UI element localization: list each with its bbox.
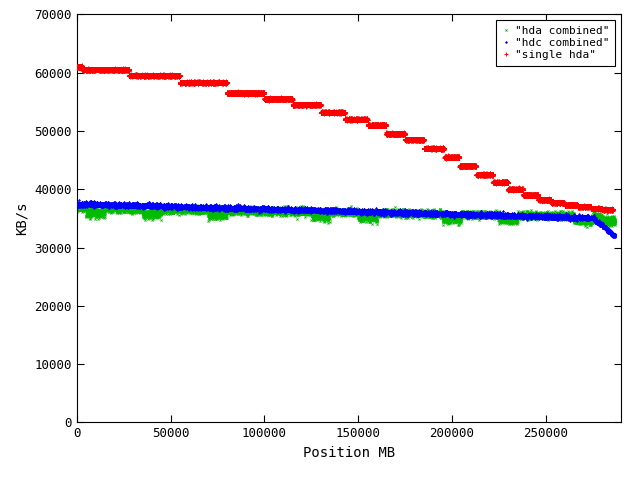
"hdc combined" xyxy=(76,197,83,203)
"hdc combined" xyxy=(99,202,107,207)
"hdc combined" xyxy=(272,205,280,211)
"hda combined" xyxy=(611,218,619,224)
"single hda" xyxy=(186,79,193,85)
"single hda" xyxy=(180,79,188,84)
"single hda" xyxy=(78,62,86,68)
"hdc combined" xyxy=(396,211,403,216)
"single hda" xyxy=(376,122,384,128)
"hda combined" xyxy=(390,208,398,214)
"single hda" xyxy=(73,64,81,70)
"single hda" xyxy=(602,206,609,212)
"single hda" xyxy=(131,73,139,79)
"hdc combined" xyxy=(501,212,509,218)
"hda combined" xyxy=(413,209,421,215)
Line: "single hda": "single hda" xyxy=(75,63,615,213)
"hda combined" xyxy=(499,216,506,222)
Line: "hda combined": "hda combined" xyxy=(76,202,616,229)
"hdc combined" xyxy=(73,201,81,206)
Legend: "hda combined", "hdc combined", "single hda": "hda combined", "hdc combined", "single … xyxy=(496,20,615,65)
"single hda" xyxy=(203,79,211,84)
X-axis label: Position MB: Position MB xyxy=(303,446,395,460)
"hda combined" xyxy=(469,211,477,217)
"single hda" xyxy=(600,208,608,214)
"hda combined" xyxy=(263,207,271,213)
"single hda" xyxy=(609,207,617,213)
"hdc combined" xyxy=(473,210,481,216)
"hda combined" xyxy=(604,225,612,231)
"hdc combined" xyxy=(417,212,425,218)
Y-axis label: KB/s: KB/s xyxy=(15,202,29,235)
"hda combined" xyxy=(77,200,84,206)
"hda combined" xyxy=(100,211,108,217)
"hda combined" xyxy=(73,203,81,209)
"hdc combined" xyxy=(611,234,619,240)
Line: "hdc combined": "hdc combined" xyxy=(76,199,616,238)
